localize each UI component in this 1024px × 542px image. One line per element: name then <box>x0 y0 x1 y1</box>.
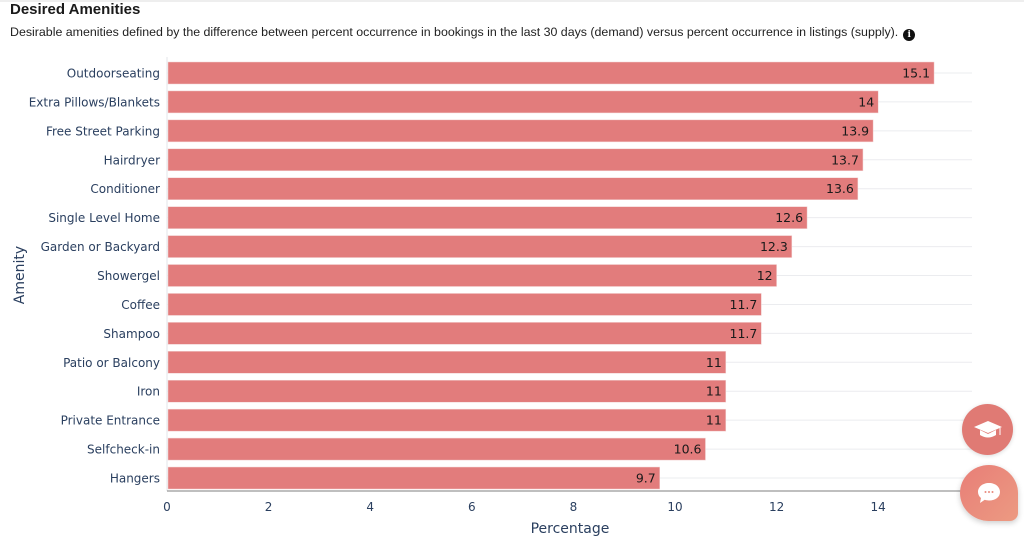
data-label: 12.3 <box>760 239 788 254</box>
data-label: 11 <box>706 355 722 370</box>
bar[interactable] <box>167 177 859 200</box>
data-label: 13.6 <box>826 181 854 196</box>
y-tick-label: Conditioner <box>90 182 160 196</box>
x-tick-label: 12 <box>769 500 784 514</box>
data-label: 13.9 <box>841 123 869 138</box>
x-tick-label: 6 <box>468 500 476 514</box>
y-tick-label: Garden or Backyard <box>41 240 160 254</box>
data-label: 15.1 <box>902 66 930 81</box>
chat-button[interactable] <box>960 465 1018 521</box>
x-tick-label: 8 <box>570 500 578 514</box>
bar[interactable] <box>167 408 727 432</box>
chart-description-text: Desirable amenities defined by the diffe… <box>10 25 899 39</box>
y-tick-label: Hangers <box>110 472 160 486</box>
y-tick-label: Showergel <box>97 269 160 283</box>
bar[interactable] <box>167 90 879 114</box>
data-label: 11.7 <box>730 297 758 312</box>
bar[interactable] <box>167 293 762 316</box>
bar[interactable] <box>167 264 777 287</box>
top-divider <box>0 0 1024 2</box>
y-tick-label: Selfcheck-in <box>87 443 160 457</box>
y-axis-title: Amenity <box>12 246 28 304</box>
data-label: 11 <box>706 384 722 399</box>
x-axis-title: Percentage <box>531 521 610 537</box>
y-tick-label: Extra Pillows/Blankets <box>29 95 160 109</box>
bar[interactable] <box>167 61 935 85</box>
y-tick-label: Single Level Home <box>48 211 160 225</box>
chat-bubble-icon <box>978 483 1000 503</box>
y-tick-label: Patio or Balcony <box>63 356 160 370</box>
data-label: 14 <box>858 94 874 109</box>
bar[interactable] <box>167 351 727 374</box>
x-tick-label: 4 <box>366 500 374 514</box>
bar[interactable] <box>167 235 793 258</box>
y-tick-label: Free Street Parking <box>46 124 160 138</box>
bars <box>167 61 935 490</box>
data-label: 10.6 <box>674 442 702 457</box>
bar[interactable] <box>167 148 864 172</box>
data-label: 12.6 <box>775 210 803 225</box>
y-tick-labels: Outdoorseating Extra Pillows/Blankets Free… <box>29 67 160 486</box>
info-icon[interactable]: i <box>903 29 916 41</box>
education-button[interactable] <box>962 404 1013 455</box>
data-label: 11.7 <box>730 326 758 341</box>
x-tick-label: 10 <box>667 500 682 514</box>
y-tick-label: Coffee <box>121 298 160 312</box>
y-tick-label: Outdoorseating <box>67 67 160 81</box>
data-label: 13.7 <box>831 152 859 167</box>
y-tick-label: Iron <box>137 385 160 399</box>
bar[interactable] <box>167 437 706 461</box>
x-tick-label: 14 <box>871 500 886 514</box>
data-label: 11 <box>706 413 722 428</box>
y-tick-label: Private Entrance <box>61 414 160 428</box>
y-tick-label: Hairdryer <box>104 153 160 167</box>
data-labels: 15.1 14 13.9 13.7 13.6 12.6 12.3 12 11.7 11.7 11 11… <box>636 66 930 486</box>
graduation-cap-icon <box>973 420 1002 437</box>
bar[interactable] <box>167 379 727 403</box>
bar[interactable] <box>167 206 808 229</box>
page-title: Desired Amenities <box>10 1 141 18</box>
x-tick-label: 0 <box>163 500 171 514</box>
x-tick-label: 2 <box>265 500 273 514</box>
y-tick-label: Shampoo <box>103 327 160 341</box>
chart-description: Desirable amenities defined by the diffe… <box>10 25 916 41</box>
bar[interactable] <box>167 119 874 143</box>
x-tick-labels: 0 2 4 6 8 10 12 14 <box>163 500 886 514</box>
data-label: 9.7 <box>636 471 656 486</box>
bar[interactable] <box>167 322 762 345</box>
bar[interactable] <box>167 466 661 490</box>
data-label: 12 <box>757 268 773 283</box>
